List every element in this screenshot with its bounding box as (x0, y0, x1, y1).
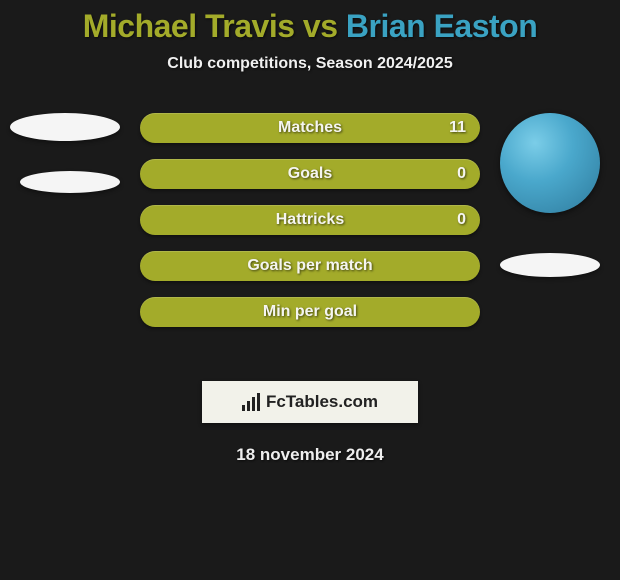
snapshot-date: 18 november 2024 (0, 445, 620, 465)
stat-label: Goals per match (247, 257, 372, 275)
stat-value: 0 (457, 211, 466, 229)
stat-bars: Matches 11 Goals 0 Hattricks 0 Goals per… (140, 113, 480, 343)
stat-bar-min-per-goal: Min per goal (140, 297, 480, 327)
player1-placeholder-oval (10, 113, 120, 141)
stat-label: Hattricks (276, 211, 344, 229)
player2-name: Brian Easton (346, 8, 537, 44)
brand-text: FcTables.com (266, 392, 378, 412)
comparison-title: Michael Travis vs Brian Easton (0, 0, 620, 45)
stat-bar-goals-per-match: Goals per match (140, 251, 480, 281)
vs-separator: vs (295, 8, 346, 44)
player2-placeholder-oval (500, 253, 600, 277)
player1-avatar-col (10, 113, 120, 193)
stat-label: Min per goal (263, 303, 357, 321)
stat-bar-goals: Goals 0 (140, 159, 480, 189)
brand-badge: FcTables.com (202, 381, 418, 423)
stat-value: 0 (457, 165, 466, 183)
stat-label: Matches (278, 119, 342, 137)
stats-stage: Matches 11 Goals 0 Hattricks 0 Goals per… (0, 113, 620, 373)
stat-bar-matches: Matches 11 (140, 113, 480, 143)
player1-placeholder-oval-2 (20, 171, 120, 193)
subtitle: Club competitions, Season 2024/2025 (0, 55, 620, 73)
bar-chart-icon (242, 393, 260, 411)
stat-value: 11 (449, 119, 466, 137)
stat-bar-hattricks: Hattricks 0 (140, 205, 480, 235)
stat-label: Goals (288, 165, 332, 183)
player2-avatar (500, 113, 600, 213)
player2-avatar-col (500, 113, 610, 277)
player1-name: Michael Travis (83, 8, 295, 44)
